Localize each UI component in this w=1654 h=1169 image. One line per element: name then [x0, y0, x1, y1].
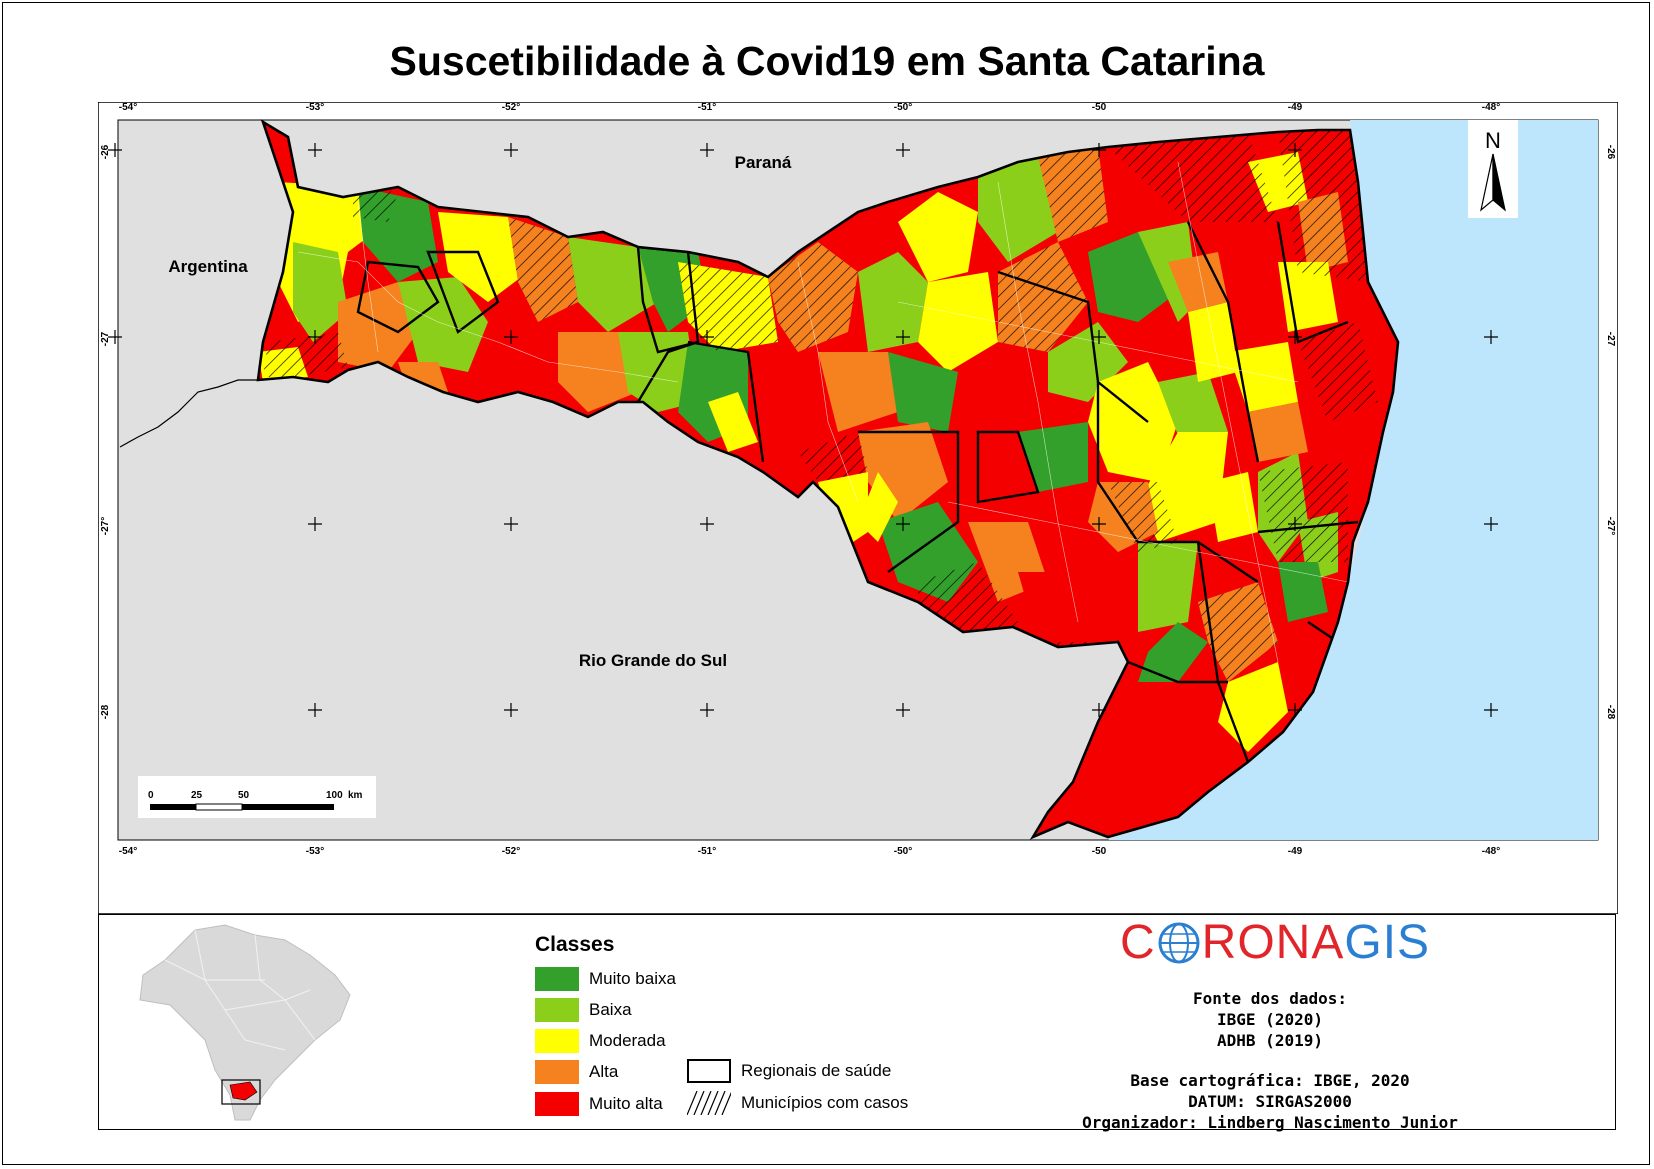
latitude-labels-left: -26 -27 -27° -28: [100, 144, 111, 719]
santa-catarina-locator: [229, 1081, 258, 1101]
label-parana: Paraná: [735, 153, 792, 172]
lat-label: -28: [100, 704, 111, 719]
legend-label: Municípios com casos: [741, 1093, 909, 1112]
lon-label: -50°: [894, 846, 912, 857]
source-line: Organizador: Lindberg Nascimento Junior: [1082, 1113, 1458, 1132]
legend-swatch: [535, 1060, 579, 1084]
scale-label: 25: [191, 790, 203, 801]
ocean: [1108, 120, 1598, 840]
legend-title: Classes: [535, 933, 615, 956]
coronagis-logo: C RONA GIS: [1120, 915, 1430, 970]
locator-box: [221, 1079, 261, 1105]
lon-label: -53°: [306, 846, 324, 857]
region-boundary-symbol: [687, 1059, 731, 1083]
source-line: IBGE (2020): [1217, 1010, 1323, 1029]
legend-label: Muito alta: [589, 1094, 663, 1113]
brazil-locator-map: [139, 924, 351, 1121]
graticule-crosses: [108, 143, 1498, 717]
scale-label: 100: [326, 790, 343, 801]
lat-label: -28: [1605, 705, 1616, 720]
map-frame: -54° -53° -52° -51° -50° -50 -49 -48° -5…: [97, 101, 1619, 919]
lon-label: -50: [1092, 846, 1107, 857]
longitude-labels-bottom: -54° -53° -52° -51° -50° -50 -49 -48°: [119, 846, 1500, 857]
lon-label: -48°: [1482, 846, 1500, 857]
data-sources: Fonte dos dados: IBGE (2020) ADHB (2019): [1020, 988, 1520, 1051]
scale-label: 0: [148, 790, 154, 801]
lon-label: -53°: [306, 102, 324, 113]
santa-catarina-outline: [256, 119, 1400, 840]
legend-swatch: [535, 1092, 579, 1116]
legend-swatch: [535, 967, 579, 991]
lon-label: -51°: [698, 102, 716, 113]
legend-label: Baixa: [589, 1000, 632, 1019]
lat-label: -27: [100, 331, 111, 346]
longitude-labels-top: -54° -53° -52° -51° -50° -50 -49 -48°: [119, 102, 1500, 113]
legend-swatch: [535, 998, 579, 1022]
scale-label: 50: [238, 790, 250, 801]
logo-text: RONA: [1201, 916, 1345, 969]
legend-label: Alta: [589, 1062, 619, 1081]
north-label: N: [1485, 128, 1501, 153]
legend-label: Moderada: [589, 1031, 666, 1050]
lon-label: -49: [1288, 846, 1303, 857]
lon-label: -50: [1092, 102, 1107, 113]
legend-label: Muito baixa: [589, 969, 676, 988]
source-line: Fonte dos dados:: [1192, 989, 1348, 1008]
lon-label: -54°: [119, 846, 137, 857]
lat-label: -27°: [1605, 517, 1616, 535]
latitude-labels-right: -26 -27 -27° -28: [1605, 145, 1616, 720]
lon-label: -49: [1288, 102, 1303, 113]
logo-text: C: [1120, 916, 1156, 969]
label-rio-grande-do-sul: Rio Grande do Sul: [579, 651, 727, 670]
legend-item-muito-alta: Muito alta: [535, 1091, 663, 1117]
lon-label: -52°: [502, 846, 520, 857]
lon-label: -52°: [502, 102, 520, 113]
map-title: Suscetibilidade à Covid19 em Santa Catar…: [389, 38, 1265, 84]
lat-label: -26: [100, 144, 111, 159]
lat-label: -27°: [100, 517, 111, 535]
source-line: ADHB (2019): [1217, 1031, 1323, 1050]
label-argentina: Argentina: [168, 257, 248, 276]
lat-label: -26: [1605, 145, 1616, 160]
legend-item-regionais: Regionais de saúde: [687, 1059, 891, 1083]
lon-label: -51°: [698, 846, 716, 857]
logo-text: GIS: [1344, 916, 1431, 969]
legend-item-baixa: Baixa: [535, 997, 632, 1023]
legend-item-moderada: Moderada: [535, 1028, 666, 1054]
legend-item-alta: Alta: [535, 1059, 618, 1085]
lat-label: -27: [1605, 332, 1616, 347]
bottom-panel: [98, 914, 1616, 1130]
lon-label: -54°: [119, 102, 137, 113]
legend-item-municipios: Municípios com casos: [687, 1091, 908, 1115]
north-arrow: N: [1468, 120, 1518, 218]
legend-item-muito-baixa: Muito baixa: [535, 966, 676, 992]
source-line: Base cartográfica: IBGE, 2020: [1130, 1071, 1410, 1090]
legend-swatch: [535, 1029, 579, 1053]
source-line: DATUM: SIRGAS2000: [1188, 1092, 1352, 1111]
lon-label: -48°: [1482, 102, 1500, 113]
scale-bar: 0 25 50 100 km: [138, 776, 376, 818]
globe-icon: [1158, 922, 1200, 963]
legend-label: Regionais de saúde: [741, 1061, 892, 1080]
cartographic-info: Base cartográfica: IBGE, 2020 DATUM: SIR…: [1020, 1070, 1520, 1133]
hatch-symbol: [687, 1091, 731, 1115]
scale-unit: km: [348, 790, 363, 801]
lon-label: -50°: [894, 102, 912, 113]
